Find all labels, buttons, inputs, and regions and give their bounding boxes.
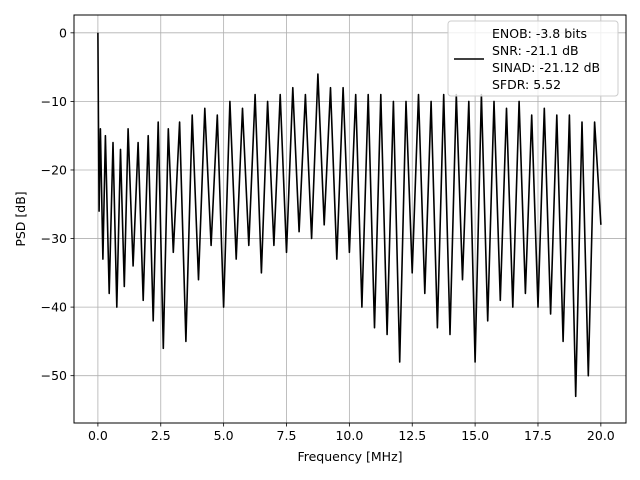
y-tick-label: −10 [41, 94, 67, 109]
y-tick-label: −20 [41, 162, 67, 177]
y-axis-label: PSD [dB] [13, 191, 28, 246]
y-tick-label: −40 [41, 300, 67, 315]
legend: ENOB: -3.8 bits SNR: -21.1 dB SINAD: -21… [447, 20, 619, 97]
ticks: 0.0 2.5 5.0 7.5 10.0 12.5 15.0 17.5 20.0 0 −10 −20 −… [41, 25, 615, 443]
legend-entry-sinad: SINAD: -21.12 dB [492, 60, 600, 75]
y-tick-label: −30 [41, 231, 67, 246]
y-tick-label: 0 [59, 25, 67, 40]
x-tick-label: 20.0 [587, 428, 615, 443]
x-tick-label: 12.5 [398, 428, 426, 443]
legend-box [447, 20, 619, 97]
legend-entry-sfdr: SFDR: 5.52 [492, 77, 561, 92]
x-tick-label: 0.0 [88, 428, 108, 443]
axes-frame [73, 14, 627, 424]
plot-area [97, 32, 602, 398]
y-tick-label: −50 [41, 368, 67, 383]
legend-entry-snr: SNR: -21.1 dB [492, 43, 579, 58]
x-tick-label: 15.0 [461, 428, 489, 443]
x-axis-label: Frequency [MHz] [297, 449, 402, 464]
psd-series-line [97, 32, 602, 398]
legend-entry-enob: ENOB: -3.8 bits [492, 26, 587, 41]
x-tick-label: 2.5 [151, 428, 171, 443]
x-tick-label: 7.5 [277, 428, 297, 443]
x-tick-label: 17.5 [524, 428, 552, 443]
x-tick-label: 10.0 [335, 428, 363, 443]
x-tick-label: 5.0 [214, 428, 234, 443]
